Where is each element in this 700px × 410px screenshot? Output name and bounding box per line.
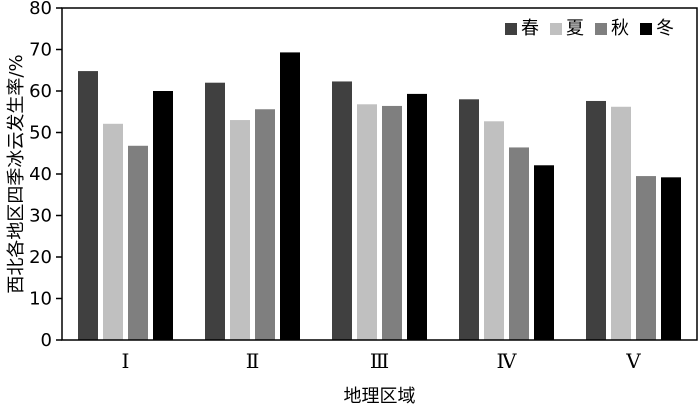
bar-夏-1 bbox=[230, 120, 250, 340]
legend-label: 春 bbox=[521, 18, 539, 39]
y-tick-label: 80 bbox=[29, 0, 52, 19]
legend-swatch bbox=[550, 23, 562, 35]
bar-夏-2 bbox=[357, 104, 377, 340]
bar-秋-3 bbox=[509, 147, 529, 340]
x-tick-label: Ⅰ bbox=[122, 349, 130, 373]
y-axis-ticks: 0 10 20 30 40 50 60 70 80 bbox=[29, 0, 62, 351]
legend-swatch bbox=[595, 23, 607, 35]
legend-swatch bbox=[640, 23, 652, 35]
bar-春-0 bbox=[78, 71, 98, 340]
y-tick-label: 70 bbox=[29, 40, 52, 61]
bar-冬-0 bbox=[153, 91, 173, 340]
bar-冬-2 bbox=[407, 93, 427, 340]
bar-冬-4 bbox=[661, 177, 681, 340]
legend-label: 夏 bbox=[566, 18, 584, 39]
bar-春-4 bbox=[586, 100, 606, 341]
y-tick-label: 30 bbox=[29, 206, 52, 227]
bar-秋-1 bbox=[255, 109, 275, 340]
plot-frame bbox=[61, 7, 698, 341]
x-axis-ticks: Ⅰ Ⅱ Ⅲ Ⅳ Ⅴ bbox=[122, 349, 642, 373]
legend-label: 秋 bbox=[611, 18, 629, 39]
y-tick-label: 20 bbox=[29, 247, 52, 268]
x-tick-label: Ⅱ bbox=[246, 349, 260, 373]
bar-夏-4 bbox=[611, 106, 631, 341]
legend: 春夏秋冬 bbox=[505, 18, 674, 39]
bar-夏-3 bbox=[484, 121, 504, 340]
bar-冬-1 bbox=[280, 52, 300, 340]
bar-秋-4 bbox=[636, 176, 656, 340]
bars-group bbox=[78, 52, 681, 341]
x-axis-label: 地理区域 bbox=[344, 386, 416, 407]
y-tick-label: 40 bbox=[29, 164, 52, 185]
bar-秋-0 bbox=[128, 145, 148, 340]
bar-夏-0 bbox=[103, 123, 123, 340]
x-tick-label: Ⅳ bbox=[497, 349, 518, 373]
bar-冬-3 bbox=[534, 165, 554, 340]
y-tick-label: 10 bbox=[29, 289, 52, 310]
x-tick-label: Ⅲ bbox=[370, 349, 389, 373]
x-tick-label: Ⅴ bbox=[625, 349, 641, 373]
y-axis-label: 西北各地区四季冰云发生率/% bbox=[6, 54, 27, 293]
y-tick-label: 60 bbox=[29, 81, 52, 102]
bar-秋-2 bbox=[382, 105, 402, 340]
legend-swatch bbox=[505, 23, 517, 35]
y-tick-label: 50 bbox=[29, 123, 52, 144]
bar-春-2 bbox=[332, 81, 352, 340]
bar-春-1 bbox=[205, 82, 225, 340]
legend-label: 冬 bbox=[656, 18, 674, 39]
bar-春-3 bbox=[459, 99, 479, 340]
y-tick-label: 0 bbox=[41, 330, 52, 351]
